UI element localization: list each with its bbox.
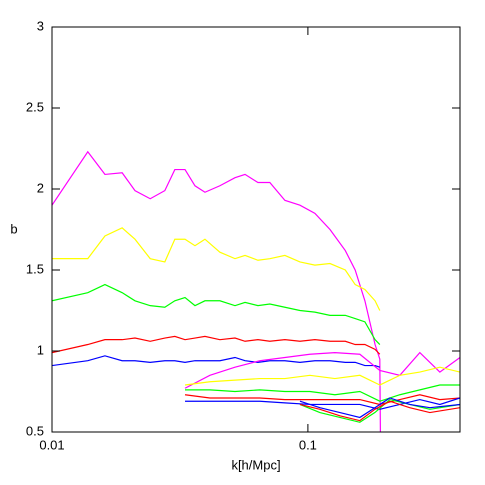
- y-tick-label: 1: [37, 342, 44, 357]
- series-line: [185, 384, 460, 402]
- x-tick-label: 0.1: [299, 437, 317, 452]
- y-axis-label: b: [10, 221, 17, 236]
- series-line: [52, 283, 381, 345]
- x-axis-label: k[h/Mpc]: [231, 457, 280, 472]
- series-line: [52, 150, 381, 432]
- series-line: [185, 397, 460, 410]
- y-tick-label: 2.5: [26, 99, 44, 114]
- series-line: [184, 366, 460, 386]
- series-line: [299, 397, 460, 419]
- plot-area: [52, 150, 460, 432]
- series-line: [299, 398, 460, 423]
- plot-frame: [51, 26, 461, 433]
- y-tick-label: 3: [37, 18, 44, 33]
- series-line: [52, 335, 381, 355]
- y-tick-label: 2: [37, 180, 44, 195]
- series-line: [299, 400, 460, 422]
- y-tick-label: 0.5: [26, 423, 44, 438]
- y-tick-label: 1.5: [26, 261, 44, 276]
- series-line: [52, 355, 381, 368]
- series-line: [52, 227, 381, 311]
- series-line: [184, 351, 460, 389]
- x-tick-label: 0.01: [39, 437, 64, 452]
- series-line: [184, 394, 460, 406]
